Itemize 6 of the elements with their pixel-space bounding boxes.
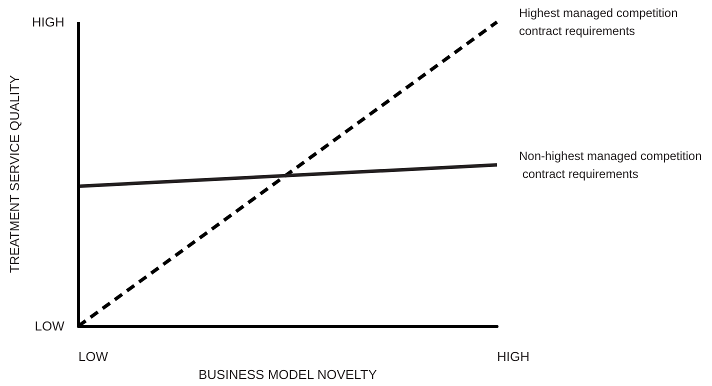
- x-axis-title: BUSINESS MODEL NOVELTY: [198, 367, 378, 382]
- series-label: Highest managed competition contract requirements: [519, 6, 682, 38]
- series-label: Non-highest managed competition contract requirements: [519, 148, 702, 181]
- annotation: LOW: [34, 318, 66, 334]
- y-axis-title: TREATMENT SERVICE QUALITY: [7, 74, 22, 274]
- annotation: HIGH: [32, 14, 64, 30]
